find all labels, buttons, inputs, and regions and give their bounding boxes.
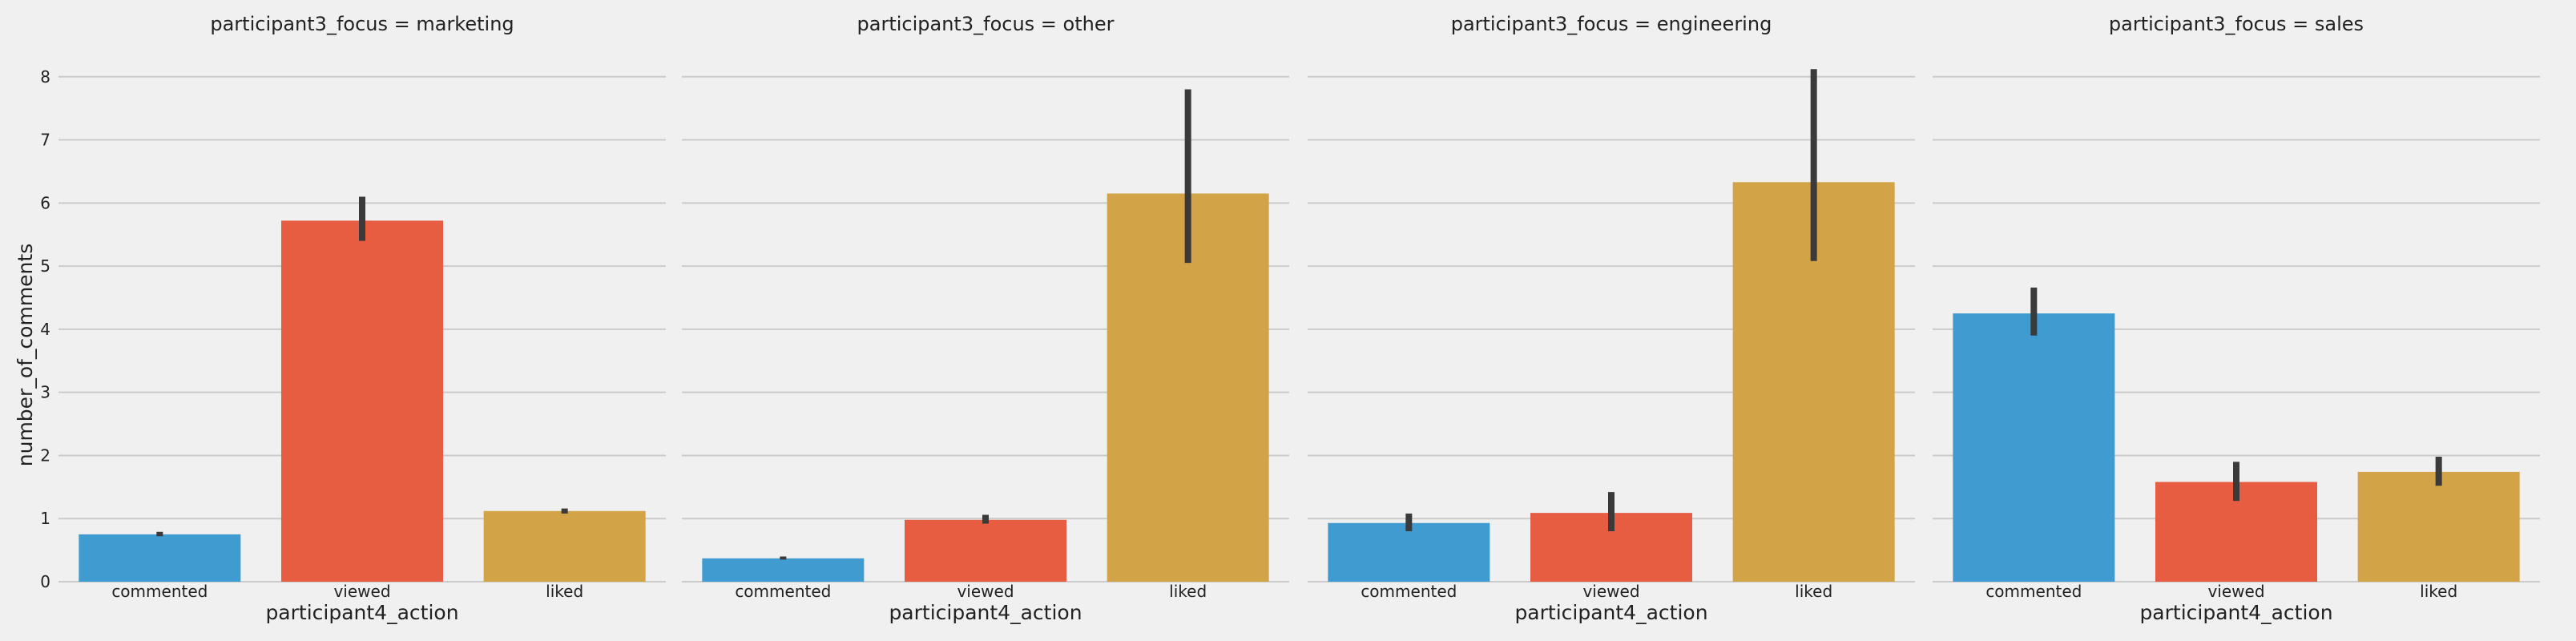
y-tick-label: 1 (40, 509, 50, 528)
bar-commented (1953, 313, 2115, 582)
y-tick-label: 7 (40, 131, 50, 150)
x-tick-label: liked (2420, 582, 2457, 601)
facet-title: participant3_focus = engineering (1451, 13, 1772, 35)
y-axis-label: number_of_comments (14, 244, 37, 466)
x-tick-label: commented (1985, 582, 2082, 601)
facet-title: participant3_focus = marketing (210, 13, 514, 35)
y-tick-label: 4 (40, 320, 50, 339)
x-tick-label: commented (1361, 582, 1457, 601)
y-tick-label: 5 (40, 256, 50, 276)
x-axis-label: participant4_action (889, 601, 1082, 624)
x-tick-label: liked (546, 582, 583, 601)
bar-commented (702, 558, 865, 582)
x-tick-label: commented (735, 582, 831, 601)
x-tick-label: liked (1795, 582, 1832, 601)
x-tick-label: viewed (2207, 582, 2264, 601)
facet-title: participant3_focus = sales (2109, 13, 2364, 35)
x-axis-label: participant4_action (265, 601, 458, 624)
bar-commented (1328, 522, 1490, 582)
bar-liked (483, 510, 646, 582)
x-axis-label: participant4_action (1514, 601, 1707, 624)
x-tick-label: viewed (1582, 582, 1639, 601)
bar-commented (79, 534, 241, 582)
x-tick-label: viewed (333, 582, 390, 601)
facet-title: participant3_focus = other (857, 13, 1115, 35)
x-tick-label: liked (1169, 582, 1207, 601)
y-tick-label: 8 (40, 67, 50, 87)
x-tick-label: commented (111, 582, 208, 601)
y-tick-label: 3 (40, 383, 50, 402)
bar-viewed (905, 519, 1066, 582)
y-tick-label: 0 (40, 572, 50, 591)
bar-liked (2357, 471, 2520, 582)
x-tick-label: viewed (957, 582, 1014, 601)
bar-viewed (281, 220, 443, 582)
y-tick-label: 6 (40, 193, 50, 212)
x-axis-label: participant4_action (2139, 601, 2332, 624)
y-tick-label: 2 (40, 445, 50, 465)
